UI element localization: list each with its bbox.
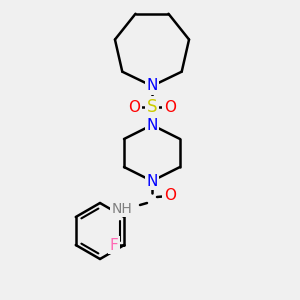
Text: N: N xyxy=(146,118,158,133)
Text: N: N xyxy=(146,173,158,188)
Text: F: F xyxy=(110,238,118,253)
Text: O: O xyxy=(164,100,176,115)
Text: NH: NH xyxy=(111,202,132,216)
Text: N: N xyxy=(146,79,158,94)
Text: O: O xyxy=(128,100,140,115)
Text: O: O xyxy=(164,188,176,202)
Text: S: S xyxy=(147,98,157,116)
